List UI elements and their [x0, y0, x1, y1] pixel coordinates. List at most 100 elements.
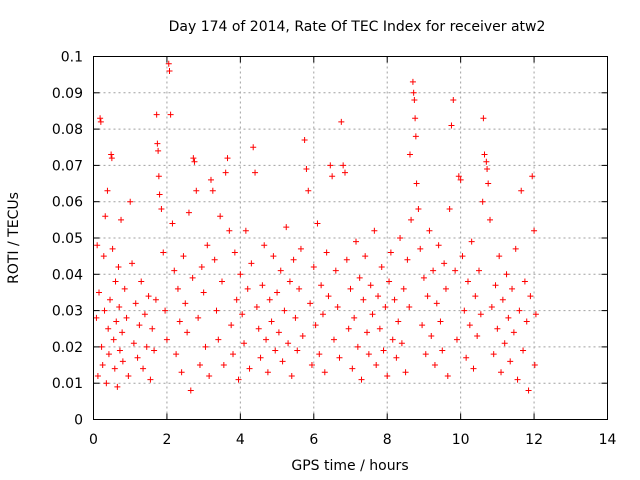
- data-point: [327, 162, 334, 169]
- data-point: [112, 278, 119, 285]
- data-point: [202, 343, 209, 350]
- y-tick-label: 0.1: [61, 50, 83, 66]
- data-point: [297, 245, 304, 252]
- data-point: [145, 293, 152, 300]
- data-point: [422, 351, 429, 358]
- data-points: [93, 60, 539, 394]
- data-point: [187, 387, 194, 394]
- data-point: [198, 264, 205, 271]
- data-point: [369, 311, 376, 318]
- x-tick-label: 8: [383, 432, 392, 448]
- data-point: [220, 362, 227, 369]
- data-point: [166, 68, 173, 75]
- data-point: [160, 249, 167, 256]
- data-point: [102, 213, 109, 220]
- data-point: [349, 365, 356, 372]
- data-point: [231, 249, 238, 256]
- data-point: [323, 249, 330, 256]
- data-point: [426, 227, 433, 234]
- data-point: [437, 318, 444, 325]
- data-point: [525, 387, 532, 394]
- data-point: [158, 205, 165, 212]
- data-point: [428, 333, 435, 340]
- data-point: [364, 329, 371, 336]
- data-point: [338, 118, 345, 125]
- y-tick-label: 0.05: [52, 231, 83, 247]
- data-point: [184, 329, 191, 336]
- data-point: [518, 187, 525, 194]
- data-point: [242, 227, 249, 234]
- data-point: [134, 354, 141, 361]
- data-point: [226, 227, 233, 234]
- data-point: [246, 365, 253, 372]
- data-point: [230, 351, 237, 358]
- data-point: [395, 318, 402, 325]
- data-point: [507, 358, 514, 365]
- data-point: [384, 372, 391, 379]
- data-point: [316, 351, 323, 358]
- data-point: [213, 307, 220, 314]
- data-point: [215, 336, 222, 343]
- data-point: [347, 285, 354, 292]
- data-point: [520, 347, 527, 354]
- data-point: [415, 205, 422, 212]
- data-point: [334, 303, 341, 310]
- data-point: [255, 325, 262, 332]
- data-point: [171, 267, 178, 274]
- data-point: [318, 282, 325, 289]
- data-point: [521, 278, 528, 285]
- data-point: [476, 267, 482, 274]
- data-point: [484, 166, 491, 173]
- data-point: [285, 340, 292, 347]
- data-point: [382, 303, 389, 310]
- data-point: [182, 300, 189, 307]
- data-point: [123, 314, 130, 321]
- data-point: [147, 376, 154, 383]
- data-point: [442, 285, 449, 292]
- data-point: [116, 347, 123, 354]
- data-point: [109, 245, 116, 252]
- data-point: [162, 307, 169, 314]
- data-point: [529, 173, 536, 180]
- data-point: [136, 322, 143, 329]
- data-point: [288, 372, 295, 379]
- data-point: [510, 329, 517, 336]
- data-point: [176, 318, 183, 325]
- data-point: [470, 365, 477, 372]
- data-point: [397, 235, 404, 241]
- data-point: [312, 322, 319, 329]
- data-point: [358, 376, 365, 383]
- data-point: [446, 205, 453, 212]
- data-point: [301, 136, 308, 143]
- data-point: [455, 173, 462, 180]
- data-point: [325, 293, 332, 300]
- data-point: [435, 242, 442, 249]
- data-point: [516, 307, 523, 314]
- data-point: [191, 158, 198, 165]
- data-point: [239, 311, 246, 318]
- data-point: [503, 271, 510, 278]
- data-point: [252, 169, 259, 176]
- data-point: [463, 354, 470, 361]
- data-point: [263, 336, 270, 343]
- data-point: [299, 333, 306, 340]
- data-point: [94, 372, 101, 379]
- data-point: [532, 311, 539, 318]
- y-tick-label: 0.08: [52, 122, 83, 138]
- data-point: [275, 329, 282, 336]
- data-point: [341, 169, 348, 176]
- data-point: [108, 151, 115, 158]
- data-point: [141, 311, 148, 318]
- y-axis-title: ROTI / TECUs: [6, 192, 22, 284]
- data-point: [119, 329, 126, 336]
- data-point: [360, 296, 367, 303]
- data-point: [477, 311, 484, 318]
- data-point: [464, 278, 471, 285]
- data-point: [461, 307, 468, 314]
- data-point: [200, 289, 207, 296]
- data-point: [481, 151, 488, 158]
- data-point: [94, 242, 101, 249]
- data-point: [127, 198, 134, 205]
- data-point: [163, 336, 170, 343]
- data-point: [409, 78, 416, 85]
